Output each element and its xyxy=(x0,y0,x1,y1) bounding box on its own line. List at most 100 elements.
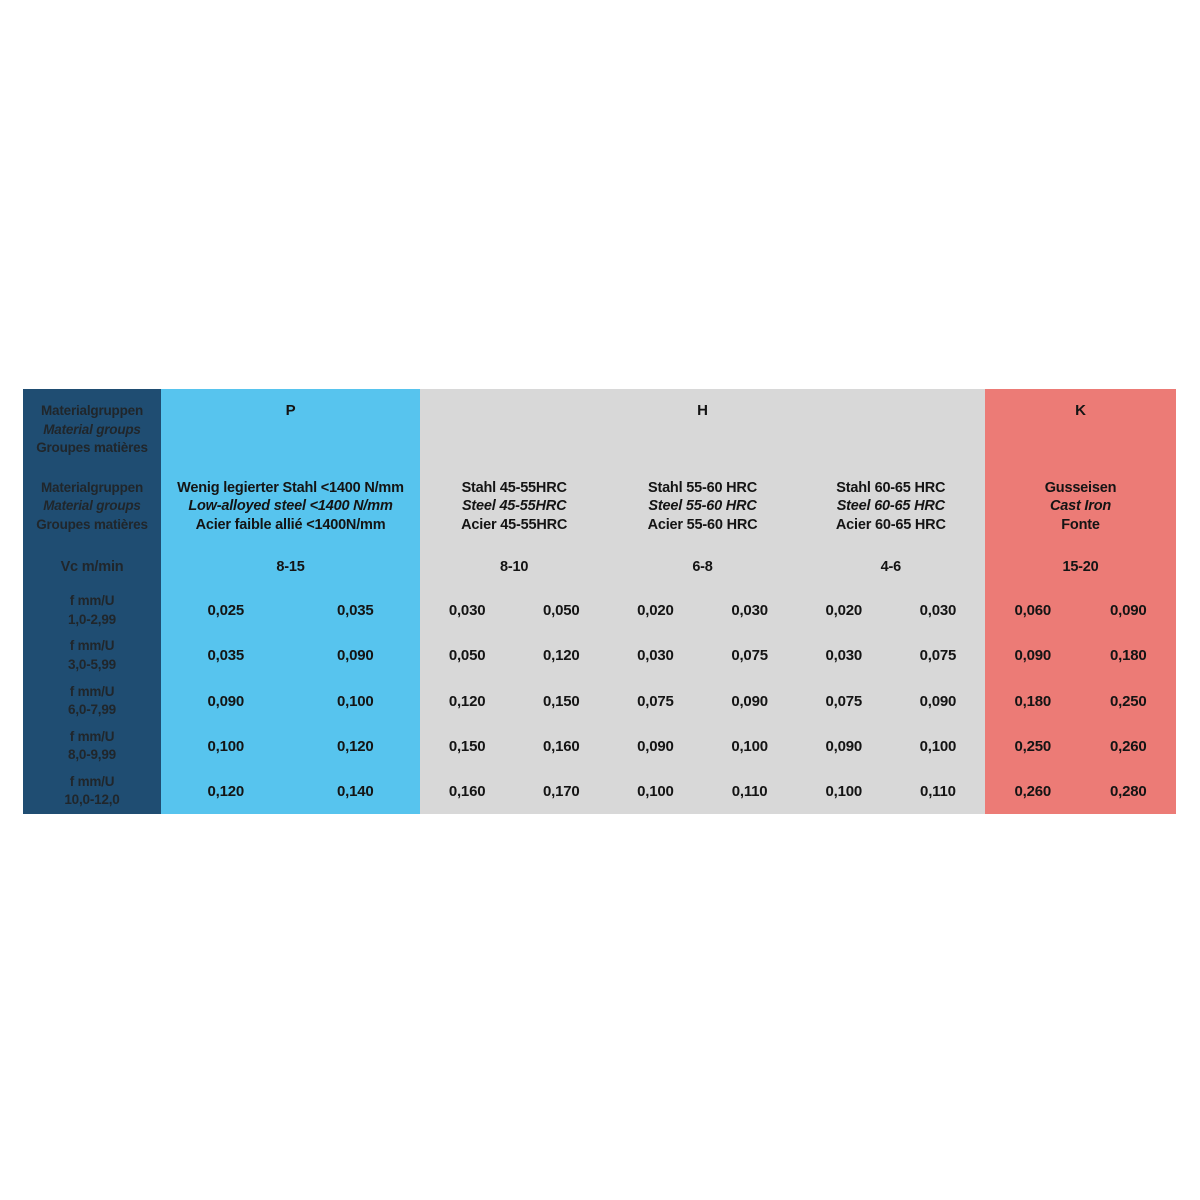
feed-value-max: 0,090 xyxy=(731,692,768,710)
feed-value-row: 0,250 0,260 xyxy=(985,724,1176,769)
vc-label: Vc m/min xyxy=(60,558,124,575)
group-header-label-line: Groupes matières xyxy=(36,440,148,455)
feed-value-row: 0,150 0,160 0,090 0,100 0,090 0,100 xyxy=(420,724,985,769)
feed-value-min: 0,250 xyxy=(1014,737,1052,755)
feed-value-pair: 0,075 0,090 xyxy=(608,678,796,723)
feed-value-row: 0,260 0,280 xyxy=(985,769,1176,814)
feed-value-max: 0,180 xyxy=(1109,647,1147,665)
feed-value-pair: 0,160 0,170 xyxy=(420,769,608,814)
material-desc-row-P: Wenig legierter Stahl <1400 N/mm Low-allo… xyxy=(161,462,420,545)
material-desc-line: Stahl 60-65 HRC xyxy=(836,479,946,496)
feed-value-min: 0,020 xyxy=(637,602,674,620)
material-desc-line: Steel 55-60 HRC xyxy=(648,498,757,515)
feed-value-min: 0,075 xyxy=(825,692,863,710)
feed-value-max: 0,160 xyxy=(542,737,580,755)
feed-value-min: 0,100 xyxy=(825,782,863,800)
feed-value-pair: 0,060 0,090 xyxy=(985,588,1176,633)
vc-value: 4-6 xyxy=(880,558,902,575)
feed-value-max: 0,075 xyxy=(731,647,768,665)
feed-value-max: 0,090 xyxy=(1109,602,1147,620)
group-header-label-line: Material groups xyxy=(43,421,141,437)
feed-value-row: 0,025 0,035 xyxy=(161,588,420,633)
feed-value-min: 0,260 xyxy=(1014,782,1052,800)
feed-value-max: 0,090 xyxy=(919,692,957,710)
feed-value-min: 0,050 xyxy=(448,647,486,665)
material-desc-line: Steel 45-55HRC xyxy=(461,498,567,515)
feed-value-row: 0,100 0,120 xyxy=(161,724,420,769)
feed-value-min: 0,035 xyxy=(207,647,245,665)
feed-value-max: 0,075 xyxy=(919,647,957,665)
feed-value-min: 0,090 xyxy=(1014,647,1052,665)
feed-value-min: 0,020 xyxy=(825,602,863,620)
group-letter-H: H xyxy=(697,402,708,419)
material-desc-line: Low-alloyed steel <1400 N/mm xyxy=(188,498,393,515)
feed-label-block: f mm/U 1,0-2,99 xyxy=(68,592,116,629)
feed-value-min: 0,025 xyxy=(207,602,245,620)
feed-value-min: 0,150 xyxy=(448,737,486,755)
group-letter-P: P xyxy=(285,402,296,419)
material-desc-block: Gusseisen Cast Iron Fonte xyxy=(1045,479,1117,535)
feed-value-pair: 0,100 0,120 xyxy=(161,724,420,769)
feed-value-row: 0,120 0,150 0,075 0,090 0,075 0,090 xyxy=(420,678,985,723)
feed-value-row: 0,030 0,050 0,020 0,030 0,020 0,030 xyxy=(420,588,985,633)
feed-value-pair: 0,150 0,160 xyxy=(420,724,608,769)
feed-value-pair: 0,030 0,075 xyxy=(797,633,985,678)
feed-value-min: 0,120 xyxy=(448,692,486,710)
feed-value-row: 0,050 0,120 0,030 0,075 0,030 0,075 xyxy=(420,633,985,678)
feed-range-label: 10,0-12,0 xyxy=(64,792,120,808)
material-desc-line: Steel 60-65 HRC xyxy=(836,498,945,515)
feed-value-max: 0,260 xyxy=(1109,737,1147,755)
material-desc-line: Acier 55-60 HRC xyxy=(647,516,758,533)
feed-value-max: 0,120 xyxy=(542,647,580,665)
feed-value-min: 0,030 xyxy=(448,602,486,620)
group-letter-row-K: K xyxy=(985,389,1176,462)
feed-value-pair: 0,030 0,050 xyxy=(420,588,608,633)
feed-row-label: f mm/U 3,0-5,99 xyxy=(23,633,161,678)
material-desc-line: Fonte xyxy=(1061,516,1100,533)
feed-row-label: f mm/U 6,0-7,99 xyxy=(23,678,161,723)
feed-value-pair: 0,100 0,110 xyxy=(608,769,796,814)
vc-value: 6-8 xyxy=(692,558,713,575)
feed-value-max: 0,100 xyxy=(731,737,768,755)
feed-unit-label: f mm/U xyxy=(69,593,115,609)
vc-value: 8-10 xyxy=(500,558,529,575)
feed-value-max: 0,280 xyxy=(1109,782,1147,800)
material-desc-line: Acier 60-65 HRC xyxy=(835,516,946,533)
feed-row-label: f mm/U 8,0-9,99 xyxy=(23,724,161,769)
feed-value-row: 0,035 0,090 xyxy=(161,633,420,678)
feed-unit-label: f mm/U xyxy=(69,773,115,789)
group-section-K: K Gusseisen Cast Iron Fonte 15-20 0,060 0,090 0… xyxy=(985,389,1176,814)
feed-value-max: 0,030 xyxy=(919,602,957,620)
feed-value-pair: 0,100 0,110 xyxy=(797,769,985,814)
feed-value-row: 0,090 0,100 xyxy=(161,678,420,723)
group-letter-K: K xyxy=(1075,402,1086,419)
feed-value-pair: 0,260 0,280 xyxy=(985,769,1176,814)
feed-value-min: 0,090 xyxy=(207,692,245,710)
vc-value: 15-20 xyxy=(1062,558,1099,575)
feed-unit-label: f mm/U xyxy=(69,638,115,654)
feed-row-label: f mm/U 10,0-12,0 xyxy=(23,769,161,814)
material-desc-row-H: Stahl 45-55HRC Steel 45-55HRC Acier 45-55H… xyxy=(420,462,985,545)
material-header-label-line: Materialgruppen xyxy=(40,479,143,495)
material-desc-cell: Stahl 55-60 HRC Steel 55-60 HRC Acier 55-6… xyxy=(608,468,796,545)
feed-value-pair: 0,090 0,100 xyxy=(608,724,796,769)
feed-unit-label: f mm/U xyxy=(69,728,115,744)
group-header-row-label: Materialgruppen Material groups Groupes ma… xyxy=(23,389,161,462)
feed-value-min: 0,075 xyxy=(637,692,674,710)
feed-value-row: 0,160 0,170 0,100 0,110 0,100 0,110 xyxy=(420,769,985,814)
group-letter-row-H: H xyxy=(420,389,985,462)
material-desc-cell: Stahl 45-55HRC Steel 45-55HRC Acier 45-55H… xyxy=(420,468,608,545)
feed-label-block: f mm/U 8,0-9,99 xyxy=(68,728,116,765)
material-header-row-label: Materialgruppen Material groups Groupes ma… xyxy=(23,462,161,545)
material-desc-line: Acier faible allié <1400N/mm xyxy=(195,516,386,533)
vc-value: 8-15 xyxy=(276,558,305,575)
label-column: Materialgruppen Material groups Groupes ma… xyxy=(23,389,161,814)
feed-value-row: 0,060 0,090 xyxy=(985,588,1176,633)
feed-value-max: 0,140 xyxy=(336,782,374,800)
feed-value-pair: 0,050 0,120 xyxy=(420,633,608,678)
material-desc-row-K: Gusseisen Cast Iron Fonte xyxy=(985,462,1176,545)
feed-value-min: 0,030 xyxy=(637,647,674,665)
feed-value-pair: 0,090 0,100 xyxy=(797,724,985,769)
feed-value-pair: 0,250 0,260 xyxy=(985,724,1176,769)
